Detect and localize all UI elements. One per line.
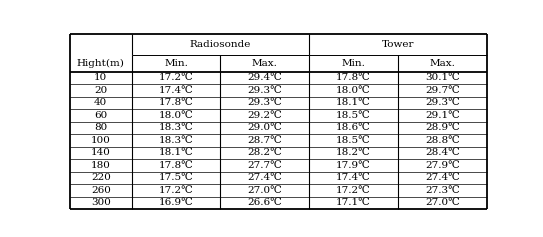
Text: 28.8℃: 28.8℃	[425, 136, 459, 145]
Text: 10: 10	[94, 73, 108, 82]
Text: 27.3℃: 27.3℃	[425, 186, 459, 195]
Text: 17.5℃: 17.5℃	[159, 173, 193, 182]
Text: 260: 260	[91, 186, 111, 195]
Text: 20: 20	[94, 86, 108, 95]
Text: 140: 140	[91, 148, 111, 157]
Text: 28.7℃: 28.7℃	[248, 136, 282, 145]
Text: 18.1℃: 18.1℃	[159, 148, 193, 157]
Text: 18.6℃: 18.6℃	[336, 123, 371, 132]
Text: 18.1℃: 18.1℃	[336, 98, 371, 107]
Text: 17.2℃: 17.2℃	[336, 186, 371, 195]
Text: 18.0℃: 18.0℃	[336, 86, 371, 95]
Text: 27.4℃: 27.4℃	[425, 173, 459, 182]
Text: 16.9℃: 16.9℃	[159, 198, 193, 207]
Text: 18.2℃: 18.2℃	[336, 148, 371, 157]
Text: 17.8℃: 17.8℃	[159, 98, 193, 107]
Text: 29.1℃: 29.1℃	[425, 111, 459, 120]
Text: 27.0℃: 27.0℃	[248, 186, 282, 195]
Text: 30.1℃: 30.1℃	[425, 73, 459, 82]
Text: 27.0℃: 27.0℃	[425, 198, 459, 207]
Text: 29.4℃: 29.4℃	[248, 73, 282, 82]
Text: 17.9℃: 17.9℃	[336, 161, 371, 170]
Text: 17.2℃: 17.2℃	[159, 186, 193, 195]
Text: 17.4℃: 17.4℃	[159, 86, 193, 95]
Text: 26.6℃: 26.6℃	[248, 198, 282, 207]
Text: 29.2℃: 29.2℃	[248, 111, 282, 120]
Text: 60: 60	[94, 111, 108, 120]
Text: 17.8℃: 17.8℃	[336, 73, 371, 82]
Text: Min.: Min.	[164, 59, 188, 68]
Text: Max.: Max.	[430, 59, 455, 68]
Text: 100: 100	[91, 136, 111, 145]
Text: 27.9℃: 27.9℃	[425, 161, 459, 170]
Text: 28.2℃: 28.2℃	[248, 148, 282, 157]
Text: 40: 40	[94, 98, 108, 107]
Text: Radiosonde: Radiosonde	[190, 40, 251, 49]
Text: 300: 300	[91, 198, 111, 207]
Text: 18.3℃: 18.3℃	[159, 123, 193, 132]
Text: 17.8℃: 17.8℃	[159, 161, 193, 170]
Text: 18.0℃: 18.0℃	[159, 111, 193, 120]
Text: 29.3℃: 29.3℃	[248, 98, 282, 107]
Text: 18.5℃: 18.5℃	[336, 136, 371, 145]
Text: 17.2℃: 17.2℃	[159, 73, 193, 82]
Text: 29.3℃: 29.3℃	[425, 98, 459, 107]
Text: 17.1℃: 17.1℃	[336, 198, 371, 207]
Text: 80: 80	[94, 123, 108, 132]
Text: 18.3℃: 18.3℃	[159, 136, 193, 145]
Text: 29.3℃: 29.3℃	[248, 86, 282, 95]
Text: 18.5℃: 18.5℃	[336, 111, 371, 120]
Text: Max.: Max.	[252, 59, 277, 68]
Text: 29.0℃: 29.0℃	[248, 123, 282, 132]
Text: 17.4℃: 17.4℃	[336, 173, 371, 182]
Text: Hight(m): Hight(m)	[77, 59, 125, 68]
Text: 220: 220	[91, 173, 111, 182]
Text: 180: 180	[91, 161, 111, 170]
Text: 27.7℃: 27.7℃	[248, 161, 282, 170]
Text: 27.4℃: 27.4℃	[248, 173, 282, 182]
Text: 28.4℃: 28.4℃	[425, 148, 459, 157]
Text: Tower: Tower	[382, 40, 414, 49]
Text: 28.9℃: 28.9℃	[425, 123, 459, 132]
Text: 29.7℃: 29.7℃	[425, 86, 459, 95]
Text: Min.: Min.	[342, 59, 365, 68]
